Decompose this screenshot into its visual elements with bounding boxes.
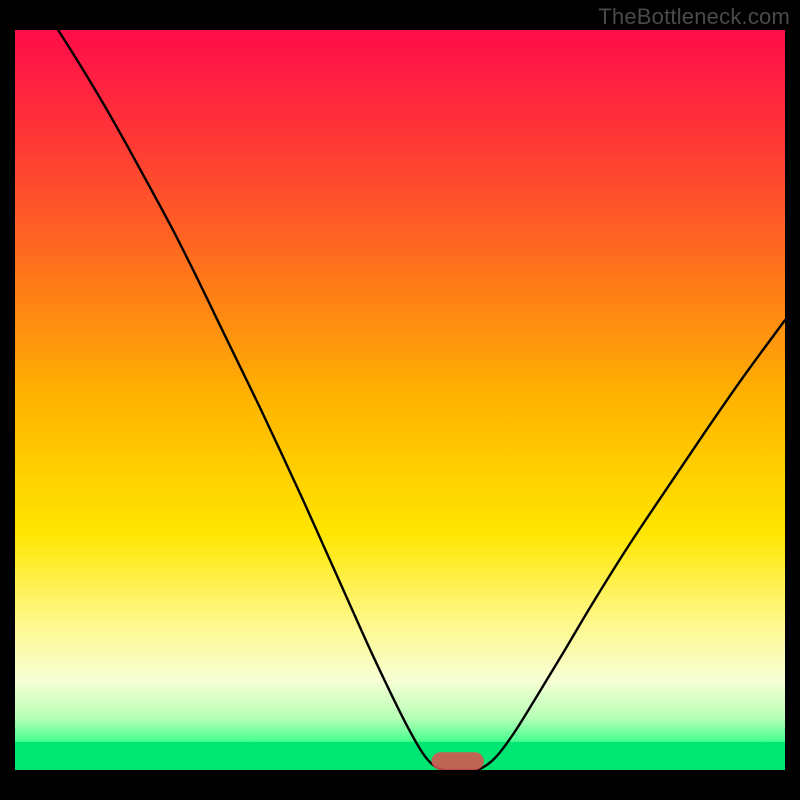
gradient-background [15, 30, 785, 770]
plot-area [15, 30, 785, 770]
optimal-marker [432, 752, 484, 770]
chart-svg [15, 30, 785, 770]
green-band [15, 742, 785, 770]
watermark-text: TheBottleneck.com [598, 4, 790, 30]
